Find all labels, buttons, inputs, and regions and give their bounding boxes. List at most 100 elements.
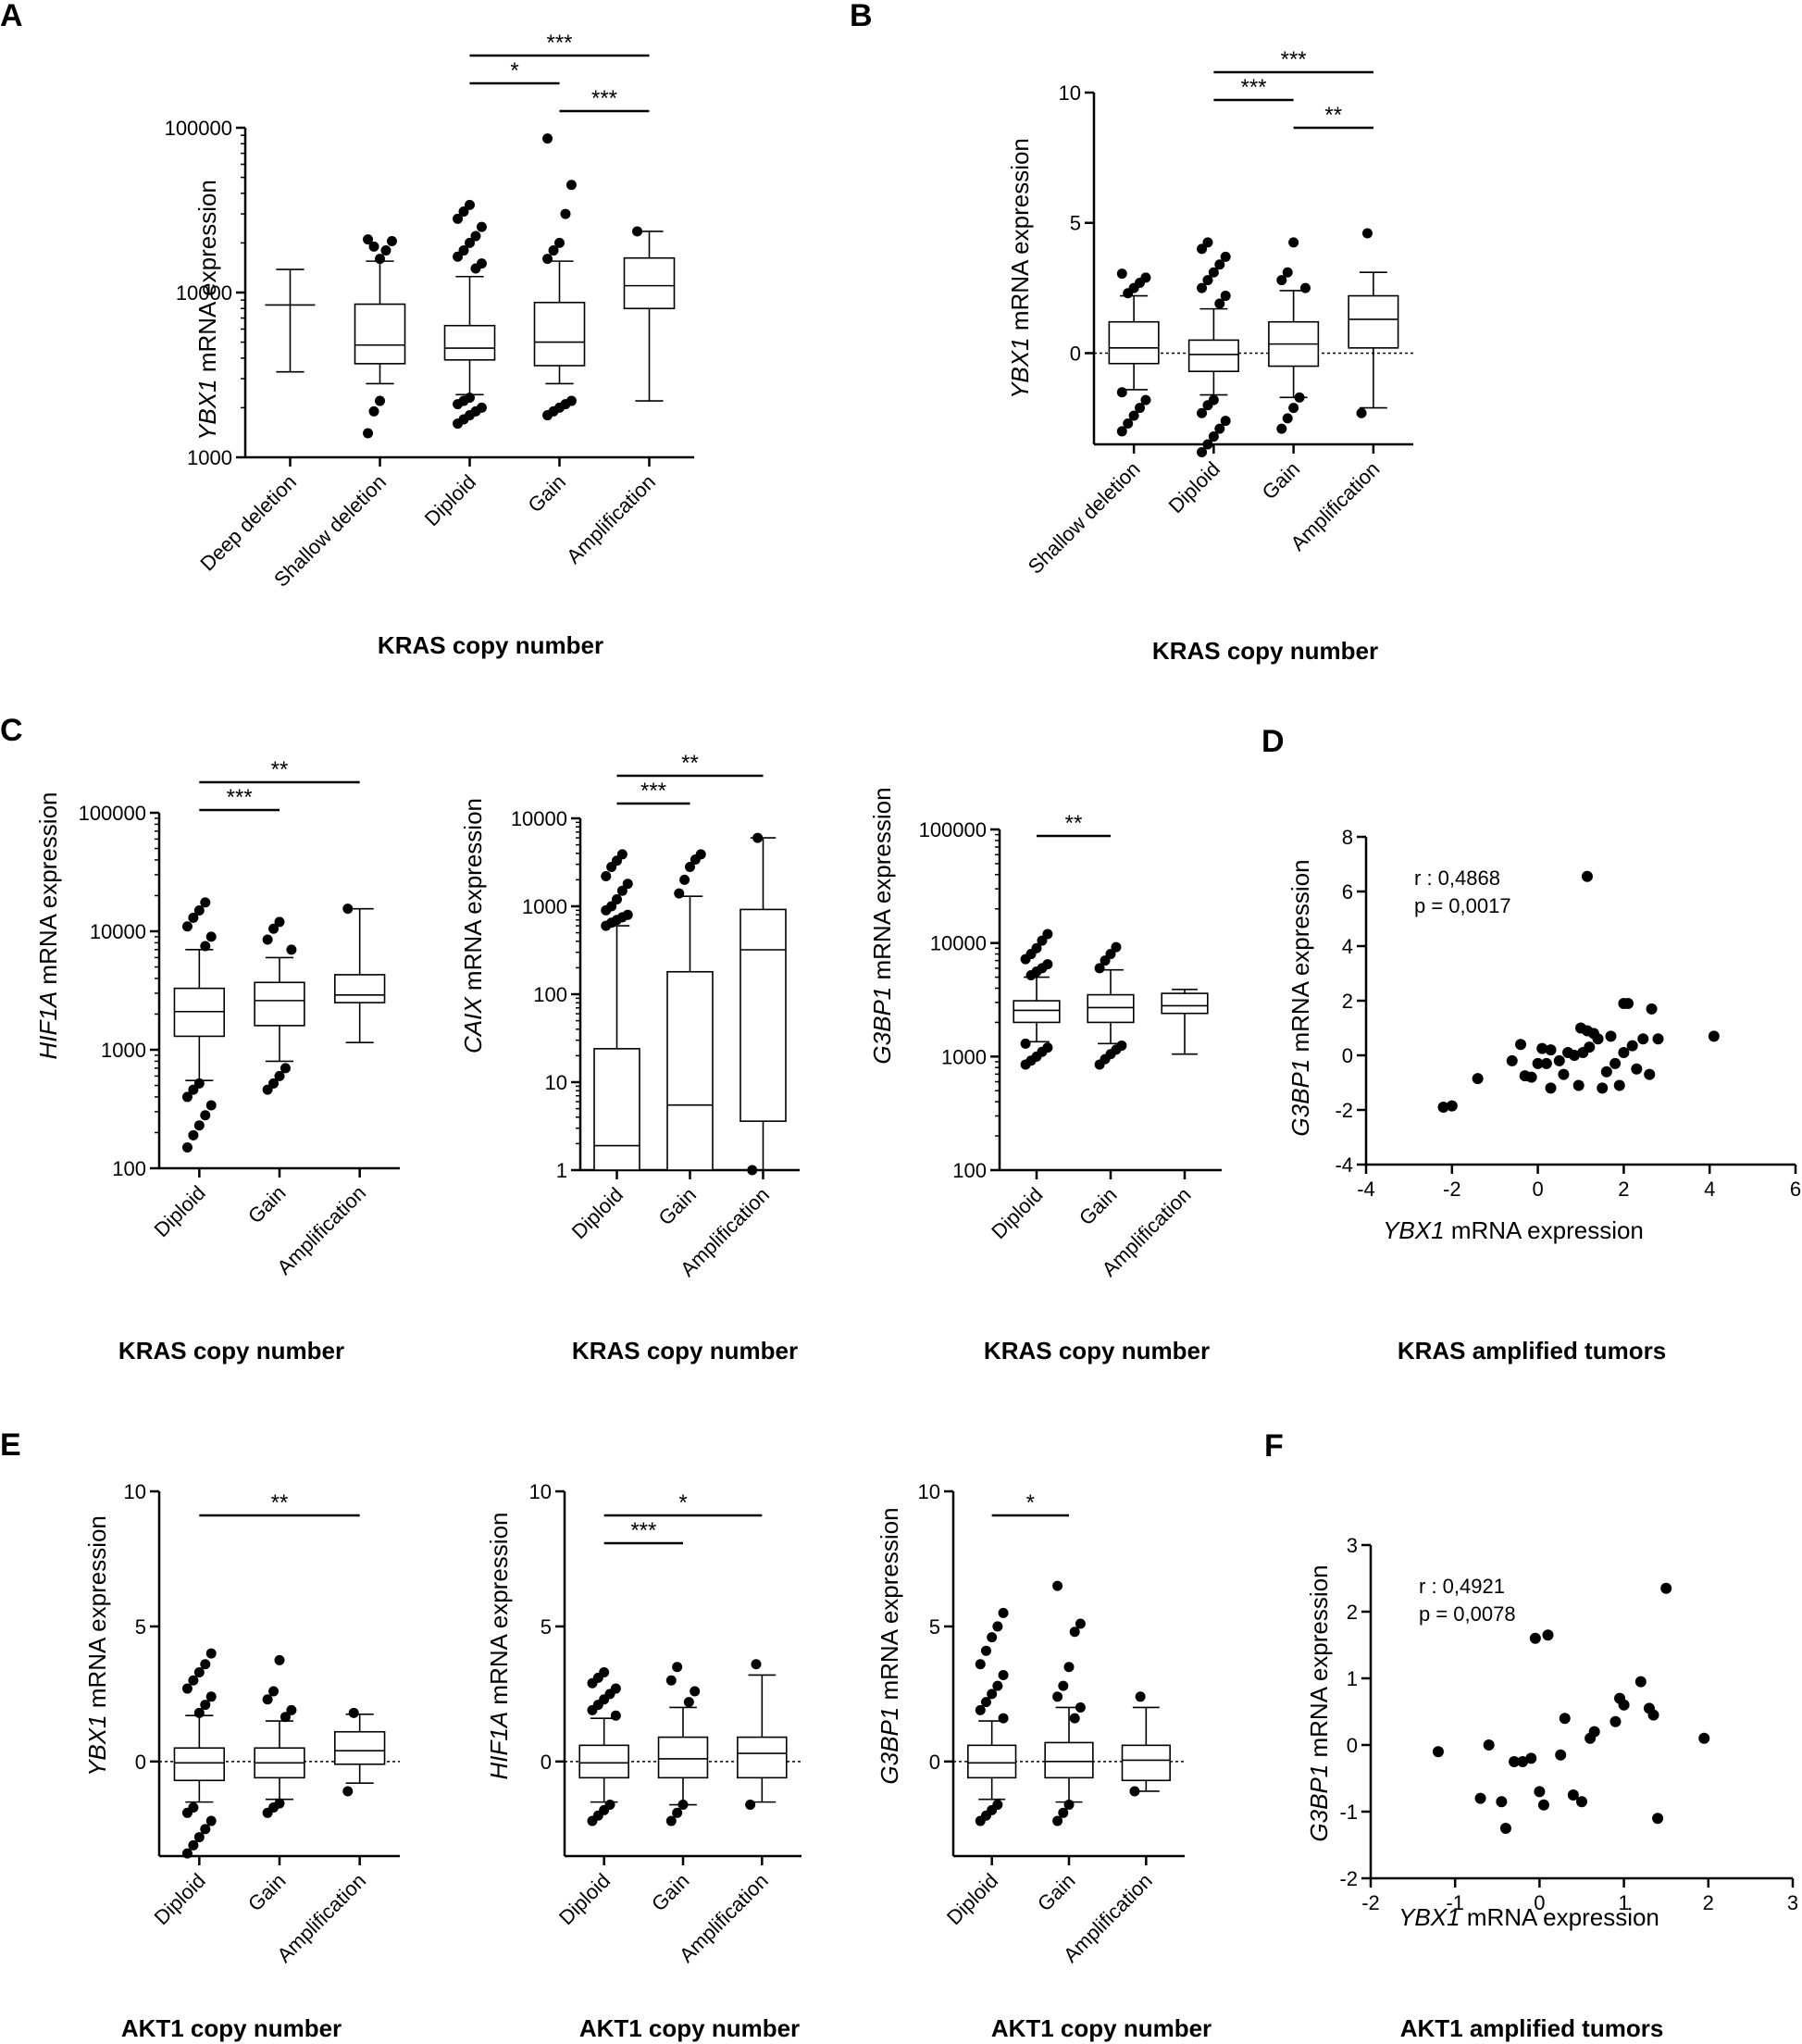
outlier-point bbox=[672, 1662, 683, 1673]
iqr-box bbox=[1121, 1744, 1171, 1782]
category-label: Gain bbox=[653, 1183, 701, 1230]
iqr-box bbox=[739, 908, 787, 1122]
outlier-point bbox=[975, 1704, 986, 1715]
data-point bbox=[1525, 1752, 1537, 1764]
data-point bbox=[1506, 1054, 1518, 1066]
y-tick-label: 1000 bbox=[101, 1039, 146, 1062]
box-amplification bbox=[333, 907, 386, 1044]
data-point bbox=[1437, 1102, 1449, 1114]
panel-a: A YBX1 mRNA expression 100010000100000De… bbox=[0, 0, 694, 659]
outlier-point bbox=[200, 1110, 211, 1121]
panel-label-c: C bbox=[0, 713, 23, 748]
x-axis-caption-b: KRAS copy number bbox=[1152, 637, 1378, 665]
category-label: Diploid bbox=[554, 1869, 615, 1929]
outlier-point bbox=[751, 1659, 762, 1670]
outlier-point bbox=[181, 1683, 193, 1694]
outlier-point bbox=[476, 221, 487, 232]
data-point bbox=[1647, 1709, 1659, 1721]
data-point bbox=[1567, 1789, 1579, 1801]
x-label-rest: mRNA expression bbox=[1445, 1216, 1644, 1244]
data-point bbox=[1660, 1582, 1672, 1594]
y-tick-label: 10000 bbox=[90, 920, 146, 943]
panel-d: D G3BP1 mRNA expression -4 -2 0 2 4 6 8 -4 -2 0 2 4… bbox=[1261, 724, 1801, 1365]
data-point bbox=[1536, 1042, 1548, 1054]
data-point bbox=[1545, 1082, 1557, 1094]
outlier-point bbox=[1140, 272, 1151, 283]
y-tick-label: 1000 bbox=[187, 446, 232, 469]
y-tick-label: 5 bbox=[135, 1615, 146, 1639]
category-label: Gain bbox=[1075, 1183, 1122, 1230]
p-value: p = 0,0017 bbox=[1414, 894, 1511, 917]
significance-label: *** bbox=[1281, 47, 1307, 72]
correlation-r: r : 0,4868 bbox=[1414, 866, 1500, 890]
y-label-rest: mRNA expression bbox=[1305, 1564, 1333, 1764]
outlier-point bbox=[622, 879, 633, 890]
iqr-box bbox=[333, 1730, 386, 1765]
x-tick-label: 0 bbox=[1532, 1178, 1543, 1201]
x-axis-caption-a: KRAS copy number bbox=[378, 631, 603, 659]
box-gain bbox=[1044, 1706, 1094, 1803]
iqr-box bbox=[737, 1736, 788, 1779]
outlier-point bbox=[181, 1091, 193, 1103]
y-tick-label: 10000 bbox=[511, 807, 567, 830]
y-tick-label: 10000 bbox=[176, 281, 232, 305]
outlier-point bbox=[1140, 394, 1151, 405]
x-label-rest: mRNA expression bbox=[1460, 1903, 1659, 1931]
data-point bbox=[1558, 1068, 1570, 1080]
data-point bbox=[1446, 1100, 1458, 1112]
y-label-gene: YBX1 bbox=[1006, 337, 1034, 399]
outlier-point bbox=[616, 849, 628, 860]
outlier-point bbox=[1276, 423, 1287, 434]
x-label-gene: YBX1 bbox=[1398, 1903, 1460, 1931]
outlier-point bbox=[565, 180, 577, 191]
data-point bbox=[1652, 1033, 1664, 1045]
outlier-point bbox=[368, 405, 379, 417]
outlier-point bbox=[1294, 392, 1305, 403]
data-point bbox=[1517, 1756, 1529, 1767]
outlier-point bbox=[386, 236, 397, 247]
data-point bbox=[1600, 1066, 1612, 1078]
x-axis-caption-c3: KRAS copy number bbox=[984, 1337, 1210, 1365]
outlier-point bbox=[992, 1800, 1003, 1811]
data-point bbox=[1432, 1746, 1444, 1758]
outlier-point bbox=[1069, 1626, 1080, 1638]
outlier-point bbox=[747, 1165, 758, 1176]
outlier-point bbox=[205, 1815, 217, 1826]
outlier-point bbox=[1197, 282, 1208, 293]
x-tick-label: 2 bbox=[1703, 1891, 1714, 1914]
y-label-gene: G3BP1 bbox=[1286, 1059, 1314, 1137]
box-diploid bbox=[173, 1714, 225, 1803]
category-label: Diploid bbox=[150, 1181, 210, 1241]
outlier-point bbox=[610, 1683, 621, 1694]
y-tick-label: 5 bbox=[541, 1615, 552, 1639]
outlier-point bbox=[1094, 963, 1105, 974]
box-amplification bbox=[1161, 989, 1209, 1055]
data-point bbox=[1581, 870, 1593, 882]
y-tick-label: 0 bbox=[1347, 1734, 1358, 1757]
outlier-point bbox=[690, 1686, 701, 1697]
data-point bbox=[1626, 1040, 1638, 1052]
y-axis-label-e1: YBX1 mRNA expression bbox=[83, 1515, 111, 1776]
y-label-rest: mRNA expression bbox=[485, 1513, 513, 1712]
outlier-point bbox=[612, 893, 622, 904]
y-label-gene: CAIX bbox=[459, 996, 487, 1053]
outlier-point bbox=[1116, 268, 1127, 280]
outlier-point bbox=[200, 1824, 211, 1835]
data-point bbox=[1618, 1047, 1630, 1059]
outlier-point bbox=[193, 904, 205, 916]
outlier-point bbox=[1116, 387, 1127, 398]
data-point bbox=[1652, 1813, 1664, 1825]
outlier-point bbox=[375, 254, 385, 265]
outlier-point bbox=[695, 849, 706, 860]
category-label: Gain bbox=[647, 1869, 694, 1916]
outlier-point bbox=[476, 258, 487, 269]
y-axis-label-c1: HIF1A mRNA expression bbox=[34, 792, 62, 1060]
y-axis-label-c2: CAIX mRNA expression bbox=[459, 798, 487, 1053]
y-tick-label: 10 bbox=[124, 1480, 146, 1503]
outlier-point bbox=[200, 1700, 211, 1711]
data-point bbox=[1609, 1715, 1622, 1727]
